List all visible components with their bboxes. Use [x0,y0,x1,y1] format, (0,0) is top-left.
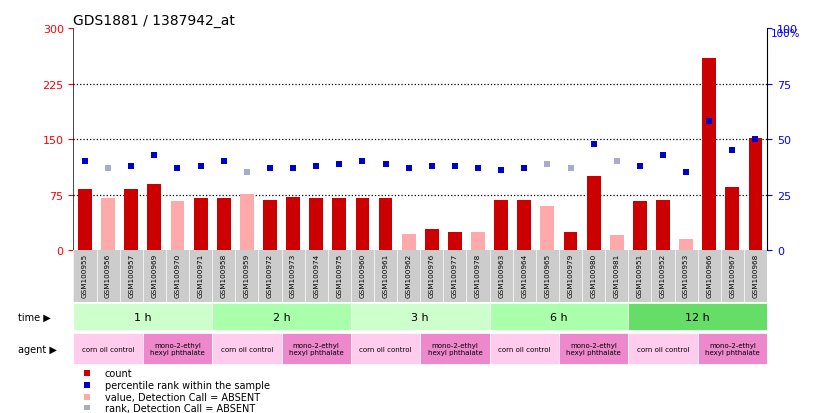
Bar [471,233,485,251]
Bar [263,200,277,251]
Text: GSM100976: GSM100976 [428,253,435,297]
Text: GSM100966: GSM100966 [706,253,712,297]
Text: mono-2-ethyl
hexyl phthalate: mono-2-ethyl hexyl phthalate [566,342,621,355]
Bar [628,333,698,364]
Text: corn oil control: corn oil control [82,346,135,352]
Text: GSM100981: GSM100981 [614,253,620,297]
Bar [212,304,351,330]
Text: GSM100971: GSM100971 [197,253,204,297]
Text: mono-2-ethyl
hexyl phthalate: mono-2-ethyl hexyl phthalate [705,342,760,355]
Text: GDS1881 / 1387942_at: GDS1881 / 1387942_at [73,14,235,28]
Text: GSM100970: GSM100970 [175,253,180,297]
Bar [217,199,231,251]
Bar [679,240,693,251]
Bar [490,333,559,364]
Bar [420,333,490,364]
Bar [540,206,554,251]
Text: mono-2-ethyl
hexyl phthalate: mono-2-ethyl hexyl phthalate [150,342,205,355]
Bar [240,195,254,251]
Text: GSM100972: GSM100972 [267,253,273,297]
Text: GSM100951: GSM100951 [636,253,643,297]
Text: GSM100965: GSM100965 [544,253,551,297]
Text: mono-2-ethyl
hexyl phthalate: mono-2-ethyl hexyl phthalate [428,342,482,355]
Bar [633,201,647,251]
Bar [309,199,323,251]
Bar [148,184,162,251]
Bar [725,188,739,251]
Text: GSM100975: GSM100975 [336,253,343,297]
Text: GSM100955: GSM100955 [82,253,88,297]
Bar [628,304,767,330]
Text: GSM100973: GSM100973 [290,253,296,297]
Text: 6 h: 6 h [550,312,568,322]
Bar [351,304,490,330]
Bar [143,333,212,364]
Text: GSM100962: GSM100962 [406,253,412,297]
Bar [703,59,716,251]
Bar [379,199,392,251]
Bar [101,199,115,251]
Bar [656,200,670,251]
Text: GSM100974: GSM100974 [313,253,319,297]
Text: GSM100964: GSM100964 [521,253,527,297]
Text: GSM100977: GSM100977 [452,253,458,297]
Bar [494,200,508,251]
Text: GSM100961: GSM100961 [383,253,388,297]
Text: GSM100957: GSM100957 [128,253,135,297]
Bar [610,236,623,251]
Text: time ▶: time ▶ [18,312,51,322]
Bar [282,333,351,364]
Bar [286,197,300,251]
Bar [448,232,462,251]
Text: corn oil control: corn oil control [359,346,412,352]
Text: agent ▶: agent ▶ [18,344,57,354]
Text: GSM100978: GSM100978 [475,253,481,297]
Text: GSM100979: GSM100979 [567,253,574,297]
Text: rank, Detection Call = ABSENT: rank, Detection Call = ABSENT [104,404,255,413]
Bar [351,333,420,364]
Bar [171,201,184,251]
Text: percentile rank within the sample: percentile rank within the sample [104,380,269,390]
Text: GSM100959: GSM100959 [244,253,250,297]
Text: corn oil control: corn oil control [498,346,551,352]
Text: GSM100956: GSM100956 [105,253,111,297]
Text: 2 h: 2 h [273,312,290,322]
Bar [401,234,415,251]
Text: 3 h: 3 h [411,312,429,322]
Bar [587,177,601,251]
Text: mono-2-ethyl
hexyl phthalate: mono-2-ethyl hexyl phthalate [289,342,344,355]
Bar [124,190,138,251]
Bar [332,199,346,251]
Text: 12 h: 12 h [685,312,710,322]
Text: GSM100968: GSM100968 [752,253,759,297]
Bar [517,200,531,251]
Text: GSM100963: GSM100963 [498,253,504,297]
Text: GSM100960: GSM100960 [359,253,366,297]
Bar [490,304,628,330]
Text: GSM100980: GSM100980 [591,253,596,297]
Bar [73,304,212,330]
Text: corn oil control: corn oil control [636,346,690,352]
Bar [78,190,92,251]
Bar [425,230,439,251]
Bar [748,138,762,251]
Bar [564,233,578,251]
Text: corn oil control: corn oil control [220,346,273,352]
Text: 1 h: 1 h [134,312,152,322]
Text: GSM100953: GSM100953 [683,253,690,297]
Text: GSM100952: GSM100952 [660,253,666,297]
Text: GSM100967: GSM100967 [730,253,735,297]
Bar [356,199,370,251]
Bar [559,333,628,364]
Bar [73,333,143,364]
Bar [193,199,207,251]
Text: GSM100969: GSM100969 [151,253,157,297]
Bar [212,333,282,364]
Text: value, Detection Call = ABSENT: value, Detection Call = ABSENT [104,392,259,402]
Text: count: count [104,368,132,378]
Bar [698,333,767,364]
Text: GSM100958: GSM100958 [220,253,227,297]
Text: 100%: 100% [771,29,800,39]
